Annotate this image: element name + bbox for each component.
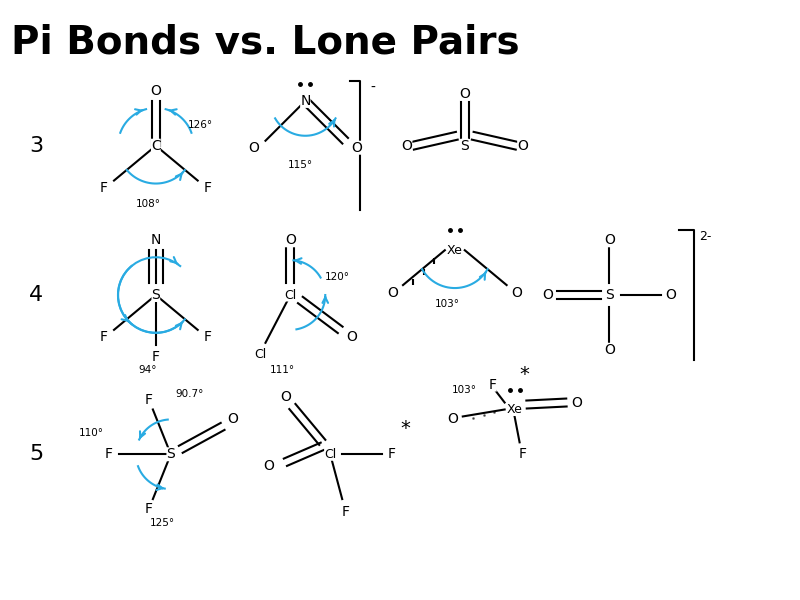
- Text: O: O: [263, 459, 274, 473]
- Text: F: F: [145, 392, 153, 407]
- Text: *: *: [400, 419, 410, 439]
- Text: S: S: [151, 288, 160, 302]
- Text: Pi Bonds vs. Lone Pairs: Pi Bonds vs. Lone Pairs: [11, 23, 520, 61]
- Text: Xe: Xe: [506, 403, 522, 416]
- Text: 5: 5: [29, 444, 43, 464]
- Text: Cl: Cl: [284, 289, 297, 302]
- Text: O: O: [387, 286, 398, 300]
- Text: 110°: 110°: [78, 428, 103, 439]
- Text: F: F: [105, 447, 113, 461]
- Text: 115°: 115°: [288, 160, 313, 170]
- Text: F: F: [204, 330, 212, 344]
- Text: 111°: 111°: [270, 365, 295, 374]
- Text: Cl: Cl: [324, 448, 336, 461]
- Text: Cl: Cl: [254, 348, 266, 361]
- Text: F: F: [152, 350, 160, 364]
- Text: O: O: [604, 233, 614, 247]
- Text: O: O: [352, 141, 362, 155]
- Text: O: O: [248, 141, 259, 155]
- Text: 108°: 108°: [135, 199, 160, 209]
- Text: O: O: [447, 412, 458, 427]
- Text: F: F: [341, 505, 349, 519]
- Text: 120°: 120°: [326, 272, 350, 282]
- Text: 126°: 126°: [188, 120, 213, 130]
- Text: 103°: 103°: [452, 385, 478, 395]
- Text: Xe: Xe: [447, 244, 462, 257]
- Text: N: N: [300, 94, 310, 108]
- Text: 125°: 125°: [150, 518, 175, 528]
- Text: F: F: [518, 447, 526, 461]
- Text: 103°: 103°: [434, 299, 459, 309]
- Text: O: O: [150, 84, 162, 98]
- Text: C: C: [151, 139, 161, 153]
- Text: O: O: [280, 389, 291, 404]
- Text: O: O: [517, 139, 528, 153]
- Text: S: S: [460, 139, 469, 153]
- Text: F: F: [204, 181, 212, 194]
- Text: F: F: [145, 502, 153, 516]
- Text: F: F: [100, 181, 108, 194]
- Text: S: S: [605, 288, 614, 302]
- Text: F: F: [489, 377, 497, 392]
- Text: O: O: [542, 288, 553, 302]
- Text: F: F: [100, 330, 108, 344]
- Text: -: -: [370, 81, 375, 95]
- Text: O: O: [346, 330, 358, 344]
- Text: 3: 3: [30, 136, 43, 156]
- Text: *: *: [519, 365, 530, 383]
- Text: N: N: [150, 233, 161, 247]
- Text: 90.7°: 90.7°: [176, 389, 204, 398]
- Text: O: O: [666, 288, 677, 302]
- Text: 94°: 94°: [138, 365, 157, 374]
- Text: S: S: [166, 447, 175, 461]
- Text: O: O: [402, 139, 413, 153]
- Text: O: O: [227, 412, 238, 427]
- Text: O: O: [571, 395, 582, 410]
- Text: O: O: [604, 343, 614, 357]
- Text: O: O: [459, 87, 470, 101]
- Text: 4: 4: [30, 285, 43, 305]
- Text: 2-: 2-: [699, 230, 711, 244]
- Text: O: O: [511, 286, 522, 300]
- Text: O: O: [285, 233, 296, 247]
- Text: F: F: [388, 447, 396, 461]
